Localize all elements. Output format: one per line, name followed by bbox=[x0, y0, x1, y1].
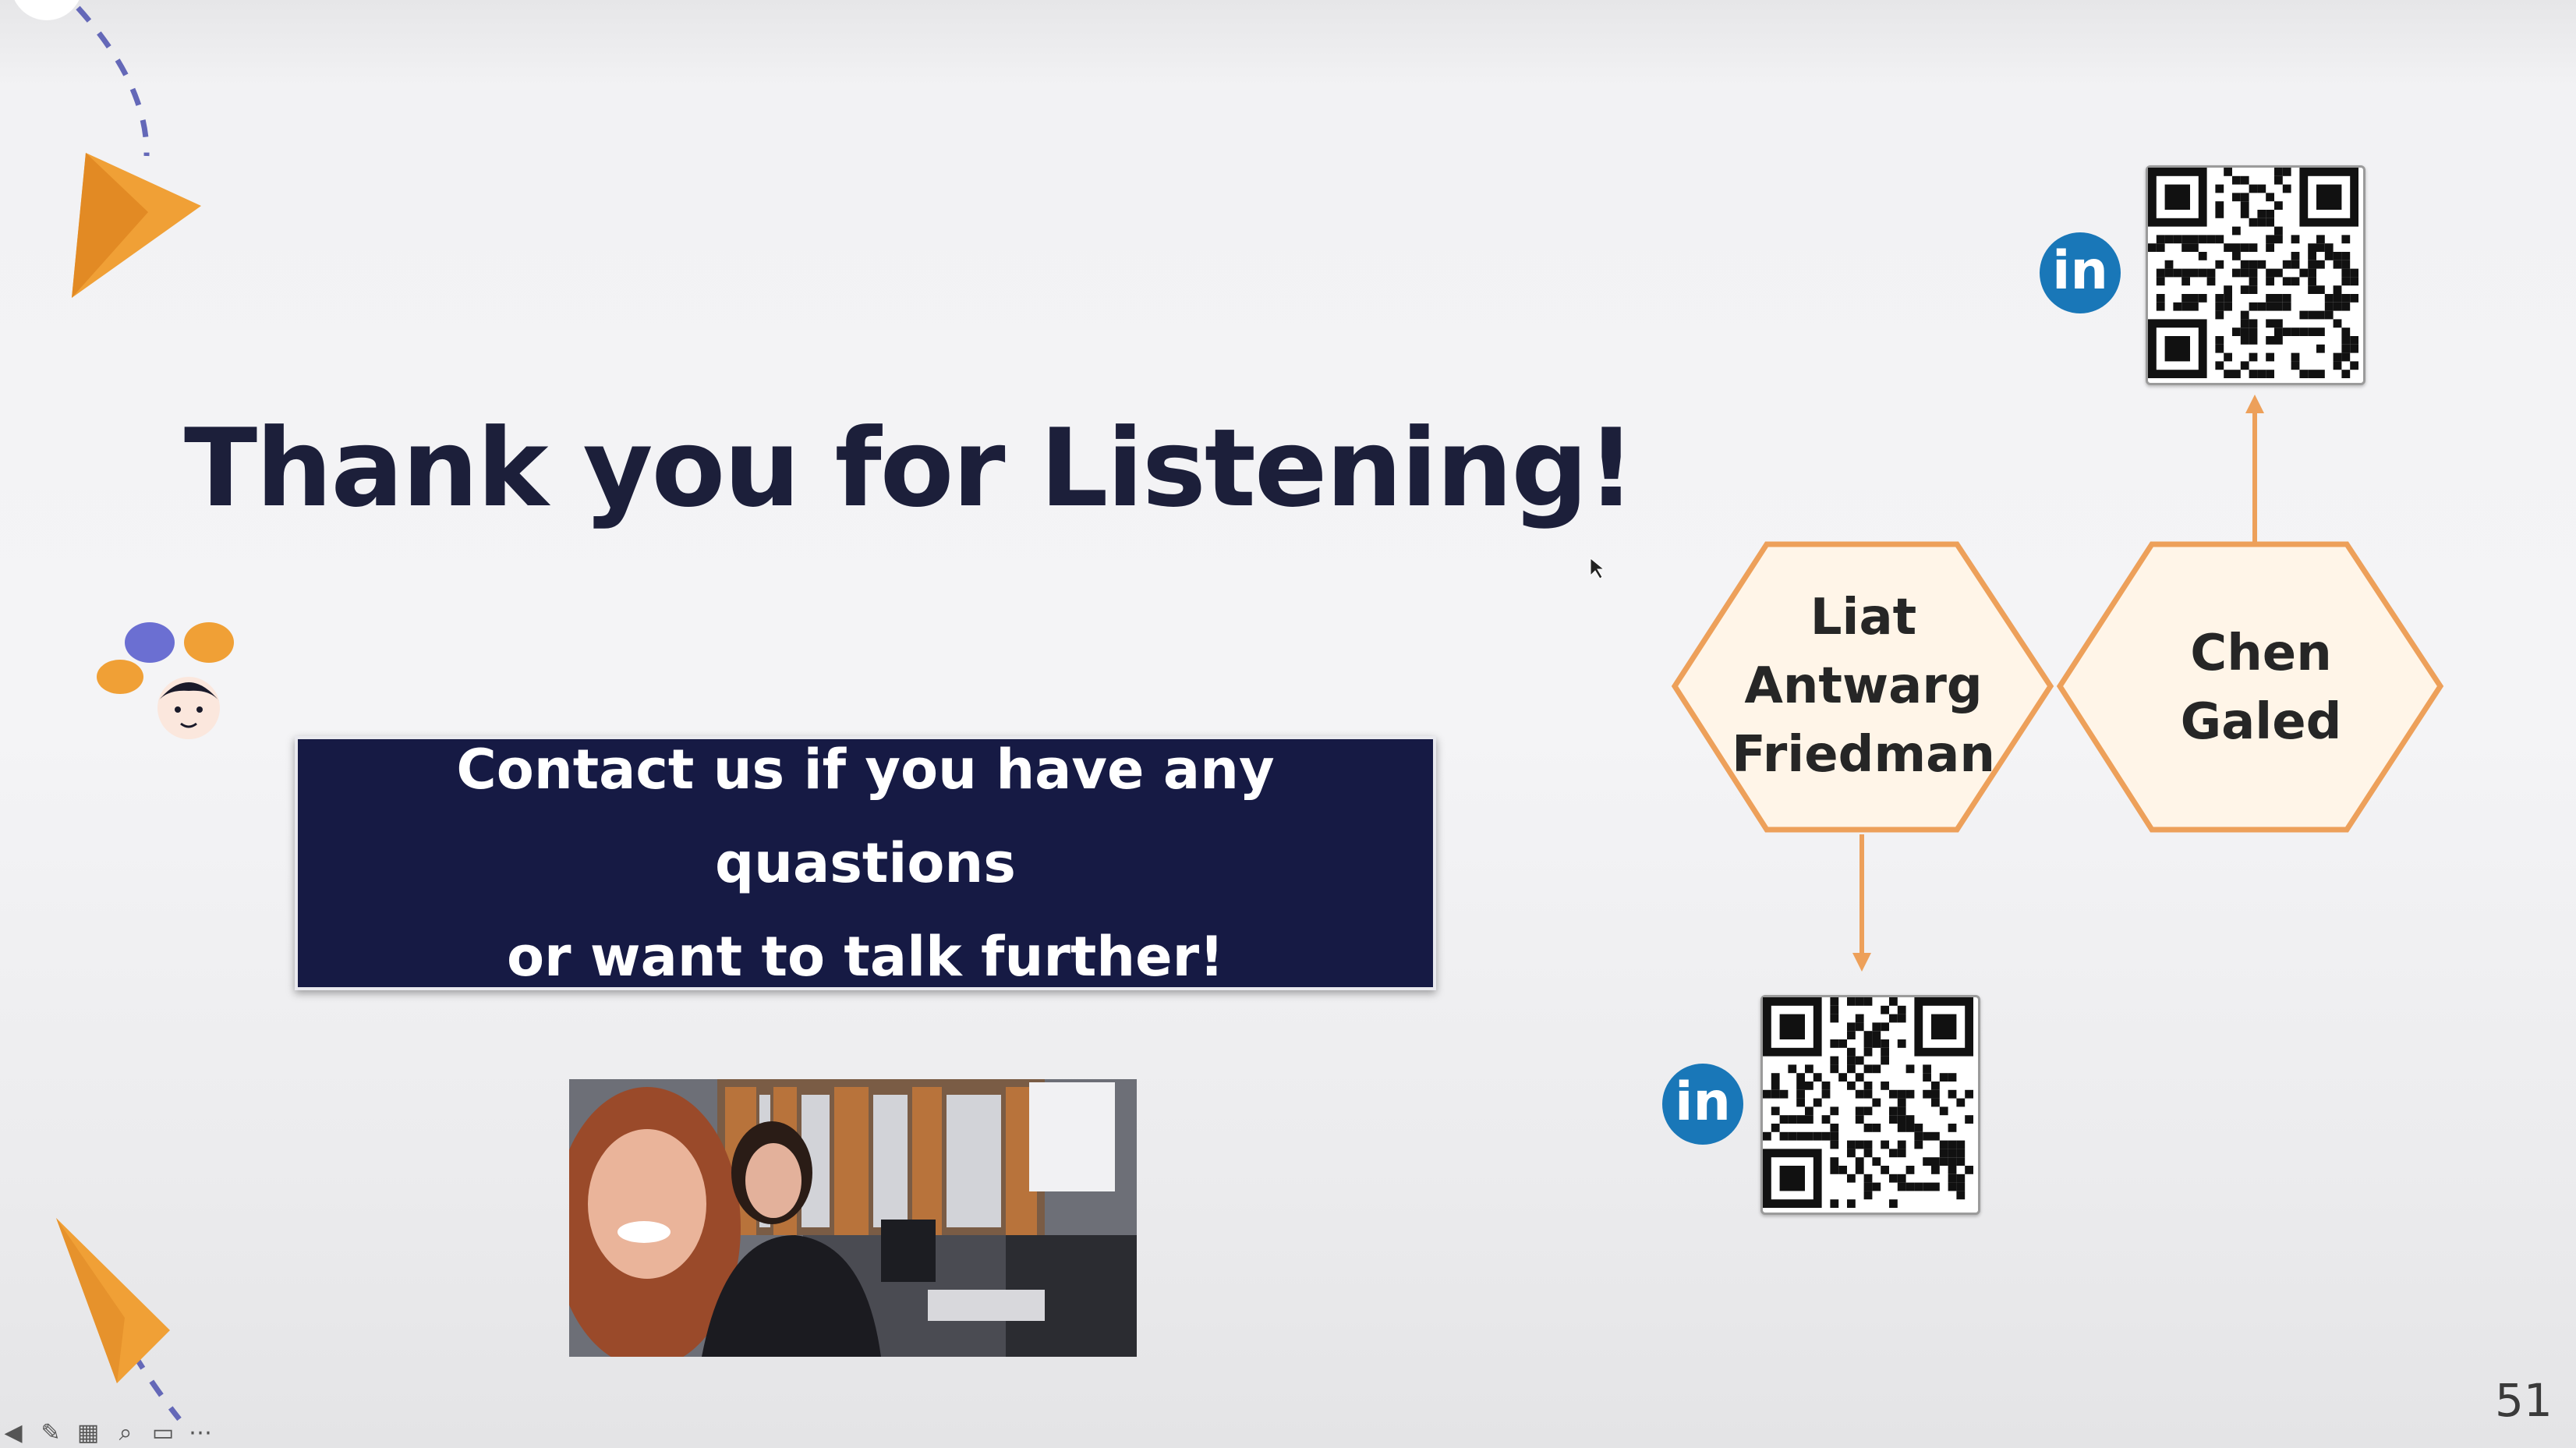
triangle-decor-icon bbox=[56, 1218, 170, 1383]
dashed-arc-top bbox=[76, 5, 150, 157]
pen-icon[interactable]: ✎ bbox=[41, 1418, 61, 1446]
speaking-person-icon bbox=[97, 622, 234, 739]
corner-circle bbox=[14, 0, 80, 20]
name-line: Antwarg bbox=[1744, 657, 1983, 715]
subtitles-icon[interactable]: ▭ bbox=[151, 1418, 175, 1446]
name-line: Chen bbox=[2190, 625, 2332, 682]
name-line: Friedman bbox=[1732, 726, 1995, 784]
qr-pattern bbox=[2148, 168, 2358, 378]
more-icon[interactable]: ⋯ bbox=[189, 1418, 212, 1446]
hex-liat bbox=[1671, 541, 2054, 833]
slide-number: 51 bbox=[2495, 1374, 2553, 1427]
contact-line-2: or want to talk further! bbox=[506, 925, 1225, 989]
grid-icon[interactable]: ▦ bbox=[76, 1418, 100, 1446]
paper-plane-icon bbox=[72, 153, 201, 298]
linkedin-icon[interactable]: in bbox=[2040, 232, 2121, 313]
mouse-pointer-icon bbox=[1590, 557, 1605, 579]
person-name-liat: Liat Antwarg Friedman bbox=[1676, 583, 2051, 789]
linkedin-icon[interactable]: in bbox=[1662, 1064, 1743, 1145]
qr-code-chen[interactable] bbox=[2146, 165, 2365, 385]
arrow-head-up bbox=[2245, 395, 2264, 413]
zoom-icon[interactable]: ⌕ bbox=[119, 1418, 133, 1446]
team-photo bbox=[569, 1079, 1137, 1357]
contact-diagram bbox=[1671, 395, 2444, 972]
name-line: Liat bbox=[1810, 589, 1917, 646]
contact-callout: Contact us if you have any quastions or … bbox=[295, 736, 1436, 990]
contact-line-1: Contact us if you have any quastions bbox=[456, 738, 1275, 895]
name-line: Galed bbox=[2180, 693, 2342, 751]
arrow-head-down bbox=[1852, 953, 1871, 972]
qr-pattern bbox=[1763, 997, 1973, 1208]
presenter-toolbar: ◀ ✎ ▦ ⌕ ▭ ⋯ bbox=[0, 1418, 214, 1448]
slide-title: Thank you for Listening! bbox=[184, 405, 1636, 531]
hex-chen bbox=[2056, 541, 2444, 833]
qr-code-liat[interactable] bbox=[1760, 995, 1980, 1215]
previous-icon[interactable]: ◀ bbox=[4, 1418, 23, 1446]
person-name-chen: Chen Galed bbox=[2074, 619, 2448, 756]
